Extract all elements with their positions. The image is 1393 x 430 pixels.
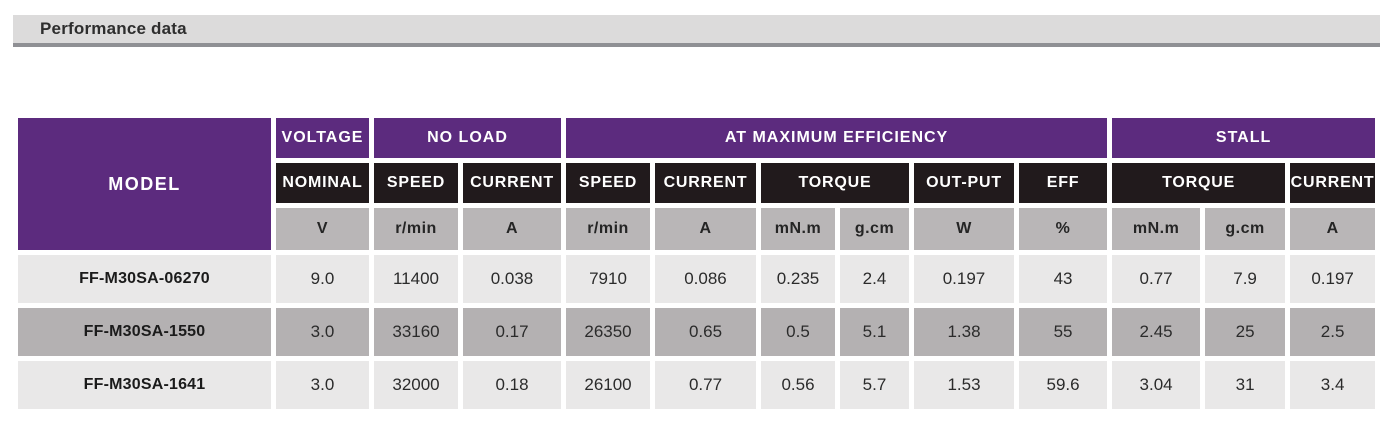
- data-cell: 26100: [566, 361, 650, 409]
- table-row: FF-M30SA-1550 3.0 33160 0.17 26350 0.65 …: [18, 308, 1376, 356]
- subheader-maxeff-current: CURRENT: [655, 163, 756, 203]
- data-cell: 0.038: [463, 255, 561, 303]
- group-header-stall: STALL: [1112, 118, 1376, 158]
- subheader-stall-torque: TORQUE: [1112, 163, 1286, 203]
- subheader-maxeff-speed: SPEED: [566, 163, 650, 203]
- subheader-nominal: NOMINAL: [276, 163, 369, 203]
- data-cell: 0.77: [655, 361, 756, 409]
- unit-noload-a: A: [463, 208, 561, 250]
- data-cell: 5.7: [840, 361, 909, 409]
- unit-voltage-v: V: [276, 208, 369, 250]
- unit-maxeff-rpm: r/min: [566, 208, 650, 250]
- subheader-eff: EFF: [1019, 163, 1108, 203]
- subheader-output: OUT-PUT: [914, 163, 1014, 203]
- unit-noload-rpm: r/min: [374, 208, 458, 250]
- data-cell: 55: [1019, 308, 1108, 356]
- data-cell: 32000: [374, 361, 458, 409]
- unit-eff-pct: %: [1019, 208, 1108, 250]
- data-cell: 0.197: [914, 255, 1014, 303]
- performance-table: MODEL VOLTAGE NO LOAD AT MAXIMUM EFFICIE…: [13, 113, 1380, 414]
- data-cell: 11400: [374, 255, 458, 303]
- data-cell: 3.0: [276, 308, 369, 356]
- subheader-stall-current: CURRENT: [1290, 163, 1376, 203]
- page: Performance data MODEL VOLTAGE NO LOAD A…: [0, 15, 1393, 414]
- data-cell: 2.45: [1112, 308, 1201, 356]
- data-cell: 5.1: [840, 308, 909, 356]
- subheader-maxeff-torque: TORQUE: [761, 163, 909, 203]
- data-cell: 0.235: [761, 255, 835, 303]
- model-name: FF-M30SA-1550: [18, 308, 271, 356]
- data-cell: 43: [1019, 255, 1108, 303]
- model-name: FF-M30SA-06270: [18, 255, 271, 303]
- data-cell: 3.04: [1112, 361, 1201, 409]
- data-cell: 33160: [374, 308, 458, 356]
- table-row: FF-M30SA-06270 9.0 11400 0.038 7910 0.08…: [18, 255, 1376, 303]
- data-cell: 1.53: [914, 361, 1014, 409]
- data-cell: 0.5: [761, 308, 835, 356]
- group-header-voltage: VOLTAGE: [276, 118, 369, 158]
- data-cell: 31: [1205, 361, 1286, 409]
- subheader-noload-current: CURRENT: [463, 163, 561, 203]
- table-row: FF-M30SA-1641 3.0 32000 0.18 26100 0.77 …: [18, 361, 1376, 409]
- data-cell: 25: [1205, 308, 1286, 356]
- model-name: FF-M30SA-1641: [18, 361, 271, 409]
- data-cell: 3.0: [276, 361, 369, 409]
- unit-maxeff-gcm: g.cm: [840, 208, 909, 250]
- data-cell: 1.38: [914, 308, 1014, 356]
- unit-stall-a: A: [1290, 208, 1376, 250]
- data-cell: 7910: [566, 255, 650, 303]
- data-cell: 26350: [566, 308, 650, 356]
- unit-maxeff-mnm: mN.m: [761, 208, 835, 250]
- unit-maxeff-a: A: [655, 208, 756, 250]
- data-cell: 7.9: [1205, 255, 1286, 303]
- section-header-bar: Performance data: [13, 15, 1380, 47]
- data-cell: 2.5: [1290, 308, 1376, 356]
- data-cell: 0.17: [463, 308, 561, 356]
- data-cell: 0.65: [655, 308, 756, 356]
- data-cell: 0.197: [1290, 255, 1376, 303]
- data-cell: 59.6: [1019, 361, 1108, 409]
- data-cell: 0.56: [761, 361, 835, 409]
- model-column-header: MODEL: [18, 118, 271, 250]
- data-cell: 0.18: [463, 361, 561, 409]
- data-cell: 9.0: [276, 255, 369, 303]
- unit-stall-mnm: mN.m: [1112, 208, 1201, 250]
- data-cell: 2.4: [840, 255, 909, 303]
- group-header-no-load: NO LOAD: [374, 118, 561, 158]
- data-cell: 3.4: [1290, 361, 1376, 409]
- section-title: Performance data: [40, 19, 187, 38]
- data-cell: 0.77: [1112, 255, 1201, 303]
- group-header-max-efficiency: AT MAXIMUM EFFICIENCY: [566, 118, 1108, 158]
- subheader-noload-speed: SPEED: [374, 163, 458, 203]
- unit-stall-gcm: g.cm: [1205, 208, 1286, 250]
- data-cell: 0.086: [655, 255, 756, 303]
- unit-output-w: W: [914, 208, 1014, 250]
